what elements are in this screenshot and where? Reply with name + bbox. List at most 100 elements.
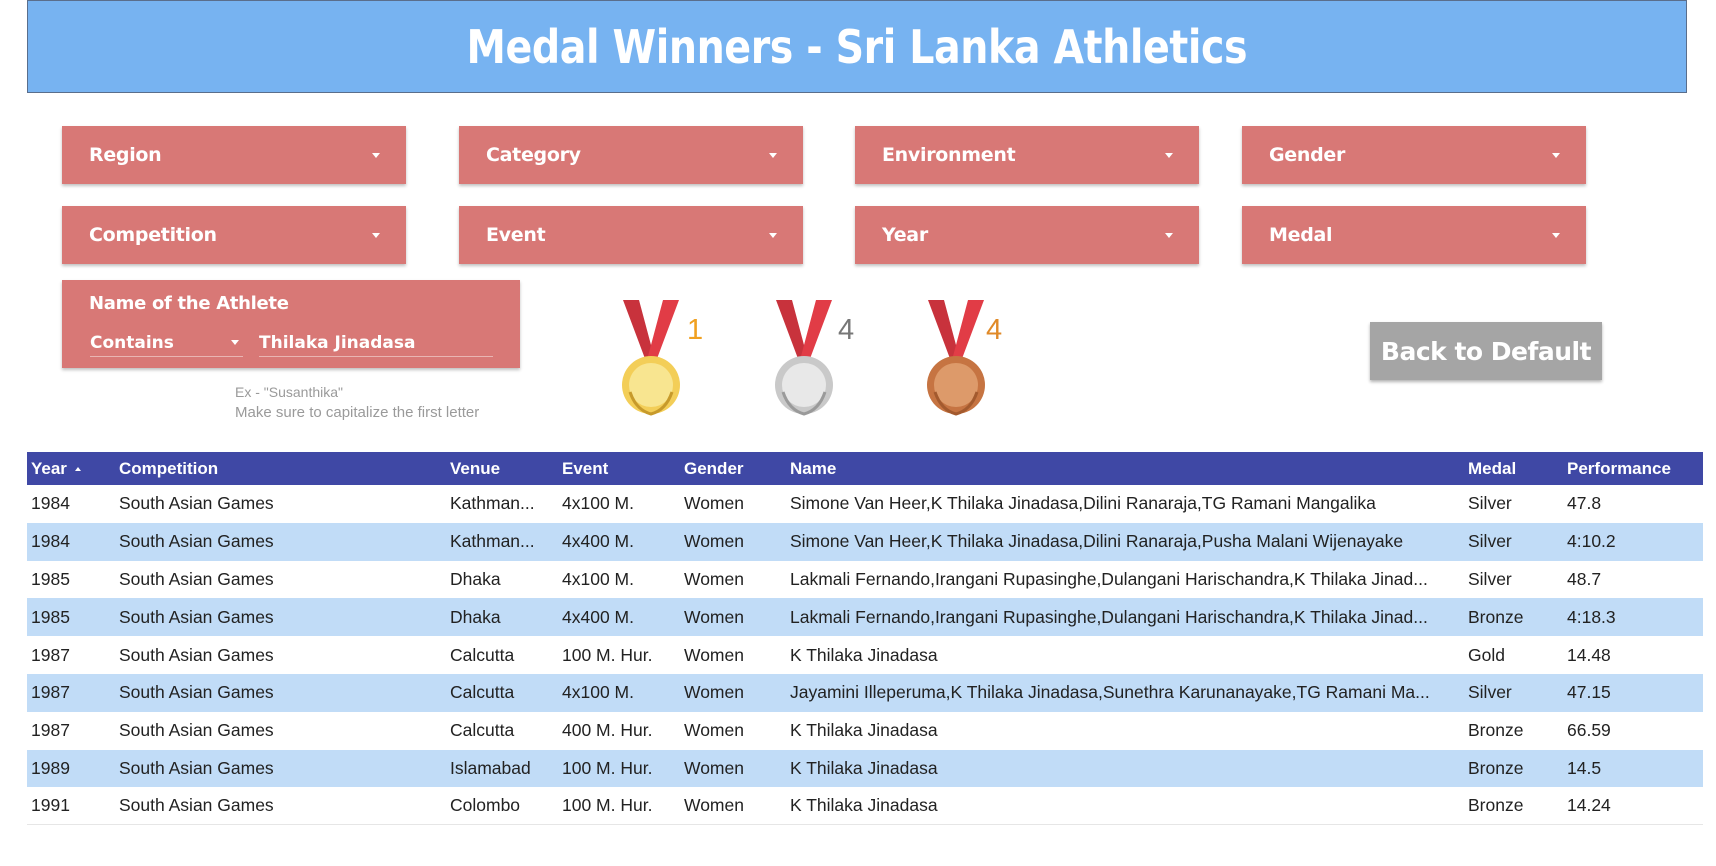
venue-cell: Colombo bbox=[450, 795, 521, 816]
event-cell: 4x100 M. bbox=[562, 568, 634, 589]
performance-cell: 47.15 bbox=[1567, 682, 1611, 703]
event-filter-label: Event bbox=[486, 224, 546, 246]
competition-cell: South Asian Games bbox=[119, 795, 274, 816]
name-cell: Lakmali Fernando,Irangani Rupasinghe,Dul… bbox=[790, 606, 1428, 627]
medal-cell: Silver bbox=[1468, 493, 1512, 514]
silver-medal-icon bbox=[775, 300, 833, 416]
performance-cell: 4:18.3 bbox=[1567, 606, 1616, 627]
chevron-down-icon bbox=[372, 152, 380, 158]
year-cell: 1987 bbox=[31, 720, 70, 741]
table-row: 1989 South Asian Games Islamabad 100 M. … bbox=[27, 749, 1703, 788]
region-filter[interactable]: Region bbox=[62, 126, 406, 184]
venue-cell: Kathman... bbox=[450, 493, 535, 514]
gender-cell: Women bbox=[684, 757, 744, 778]
venue-cell: Calcutta bbox=[450, 644, 515, 665]
region-filter-label: Region bbox=[89, 144, 162, 166]
column-header-medal[interactable]: Medal bbox=[1468, 458, 1517, 478]
hint-example: Ex - "Susanthika" bbox=[235, 384, 343, 400]
column-header-competition[interactable]: Competition bbox=[119, 458, 219, 478]
competition-filter-label: Competition bbox=[89, 224, 217, 246]
results-table: Year Competition Venue Event Gender Name… bbox=[27, 452, 1703, 826]
table-row: 1991 South Asian Games Colombo 100 M. Hu… bbox=[27, 787, 1703, 826]
gender-cell: Women bbox=[684, 493, 744, 514]
column-header-name[interactable]: Name bbox=[790, 458, 837, 478]
competition-cell: South Asian Games bbox=[119, 606, 274, 627]
event-cell: 100 M. Hur. bbox=[562, 644, 653, 665]
gender-cell: Women bbox=[684, 531, 744, 552]
name-cell: K Thilaka Jinadasa bbox=[790, 757, 938, 778]
venue-cell: Kathman... bbox=[450, 531, 535, 552]
event-cell: 100 M. Hur. bbox=[562, 795, 653, 816]
gold-medal-icon bbox=[622, 300, 680, 416]
column-header-gender[interactable]: Gender bbox=[684, 458, 744, 478]
medal-cell: Bronze bbox=[1468, 720, 1524, 741]
venue-cell: Islamabad bbox=[450, 757, 531, 778]
competition-cell: South Asian Games bbox=[119, 531, 274, 552]
year-cell: 1987 bbox=[31, 682, 70, 703]
year-cell: 1985 bbox=[31, 606, 70, 627]
chevron-down-icon bbox=[1165, 152, 1173, 158]
column-header-performance[interactable]: Performance bbox=[1567, 458, 1671, 478]
athlete-filter-title: Name of the Athlete bbox=[89, 293, 289, 314]
competition-cell: South Asian Games bbox=[119, 493, 274, 514]
table-row: 1987 South Asian Games Calcutta 400 M. H… bbox=[27, 712, 1703, 750]
environment-filter[interactable]: Environment bbox=[855, 126, 1199, 184]
competition-cell: South Asian Games bbox=[119, 757, 274, 778]
name-cell: Lakmali Fernando,Irangani Rupasinghe,Dul… bbox=[790, 568, 1428, 589]
year-cell: 1987 bbox=[31, 644, 70, 665]
medal-filter-label: Medal bbox=[1269, 224, 1333, 246]
medal-cell: Gold bbox=[1468, 644, 1505, 665]
medal-filter[interactable]: Medal bbox=[1242, 206, 1586, 264]
venue-cell: Calcutta bbox=[450, 682, 515, 703]
year-filter[interactable]: Year bbox=[855, 206, 1199, 264]
environment-filter-label: Environment bbox=[882, 144, 1016, 166]
gender-filter[interactable]: Gender bbox=[1242, 126, 1586, 184]
match-mode-select[interactable]: Contains bbox=[90, 329, 243, 357]
column-header-year[interactable]: Year bbox=[27, 459, 115, 479]
hint-rule: Make sure to capitalize the first letter bbox=[235, 404, 480, 421]
chevron-down-icon bbox=[1165, 232, 1173, 238]
event-filter[interactable]: Event bbox=[459, 206, 803, 264]
name-cell: Simone Van Heer,K Thilaka Jinadasa,Dilin… bbox=[790, 493, 1376, 514]
competition-filter[interactable]: Competition bbox=[62, 206, 406, 264]
back-to-default-button[interactable]: Back to Default bbox=[1370, 322, 1602, 380]
table-header: Year Competition Venue Event Gender Name… bbox=[27, 452, 1703, 485]
name-cell: K Thilaka Jinadasa bbox=[790, 795, 938, 816]
year-filter-label: Year bbox=[882, 224, 928, 246]
category-filter-label: Category bbox=[486, 144, 581, 166]
performance-cell: 47.8 bbox=[1567, 493, 1602, 514]
page-header: Medal Winners - Sri Lanka Athletics bbox=[27, 0, 1687, 93]
performance-cell: 14.24 bbox=[1567, 795, 1611, 816]
event-cell: 400 M. Hur. bbox=[562, 720, 653, 741]
gold-count: 1 bbox=[687, 314, 704, 346]
name-cell: K Thilaka Jinadasa bbox=[790, 644, 938, 665]
performance-cell: 48.7 bbox=[1567, 568, 1602, 589]
category-filter[interactable]: Category bbox=[459, 126, 803, 184]
athlete-name-input[interactable] bbox=[259, 329, 493, 357]
column-header-event[interactable]: Event bbox=[562, 458, 609, 478]
table-row: 1985 South Asian Games Dhaka 4x400 M. Wo… bbox=[27, 598, 1703, 637]
performance-cell: 14.48 bbox=[1567, 644, 1611, 665]
year-cell: 1991 bbox=[31, 795, 70, 816]
table-row: 1984 South Asian Games Kathman... 4x400 … bbox=[27, 522, 1703, 561]
venue-cell: Dhaka bbox=[450, 568, 501, 589]
competition-cell: South Asian Games bbox=[119, 568, 274, 589]
chevron-down-icon bbox=[1552, 152, 1560, 158]
gender-cell: Women bbox=[684, 720, 744, 741]
gender-filter-label: Gender bbox=[1269, 144, 1346, 166]
medal-cell: Bronze bbox=[1468, 795, 1524, 816]
year-cell: 1984 bbox=[31, 531, 70, 552]
match-mode-label: Contains bbox=[90, 332, 174, 353]
name-cell: Simone Van Heer,K Thilaka Jinadasa,Dilin… bbox=[790, 531, 1404, 552]
name-cell: K Thilaka Jinadasa bbox=[790, 720, 938, 741]
year-cell: 1984 bbox=[31, 493, 70, 514]
venue-cell: Dhaka bbox=[450, 606, 501, 627]
table-row: 1984 South Asian Games Kathman... 4x100 … bbox=[27, 485, 1703, 523]
name-cell: Jayamini Illeperuma,K Thilaka Jinadasa,S… bbox=[790, 682, 1430, 703]
medal-cell: Bronze bbox=[1468, 606, 1524, 627]
medal-cell: Silver bbox=[1468, 568, 1512, 589]
table-row: 1987 South Asian Games Calcutta 4x100 M.… bbox=[27, 673, 1703, 712]
chevron-down-icon bbox=[372, 232, 380, 238]
column-header-venue[interactable]: Venue bbox=[450, 458, 501, 478]
gender-cell: Women bbox=[684, 682, 744, 703]
